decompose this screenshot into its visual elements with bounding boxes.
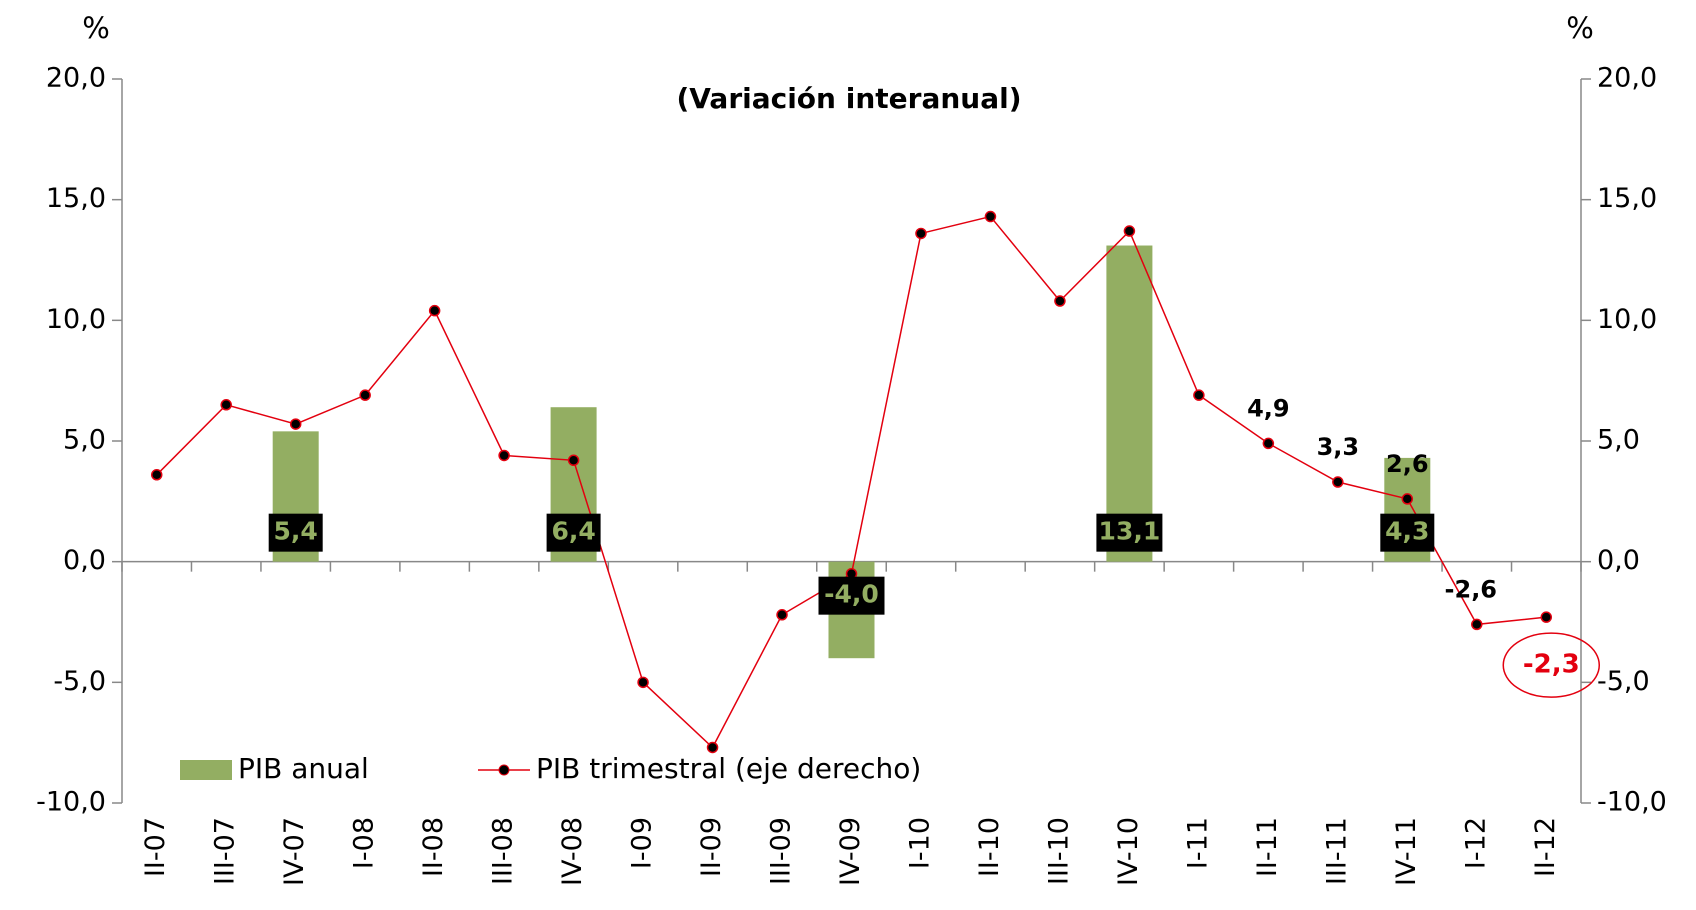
- bar-label: 4,3: [1385, 517, 1429, 546]
- x-tick-label: IV-09: [835, 817, 866, 886]
- x-tick-label: II-10: [974, 817, 1005, 877]
- x-tick-label: II-11: [1252, 817, 1283, 877]
- y-tick-label: 5,0: [63, 425, 106, 456]
- point: [150, 469, 163, 481]
- highlight-circle: [1502, 632, 1601, 698]
- y2-tick-label: 20,0: [1597, 63, 1657, 94]
- x-tick-label: IV-08: [557, 817, 588, 886]
- x-tick-label: I-12: [1460, 817, 1491, 869]
- y2-tick-label: -10,0: [1597, 787, 1667, 818]
- point: [1471, 618, 1483, 631]
- x-tick-label: I-11: [1182, 817, 1213, 869]
- x-tick-label: I-09: [627, 817, 658, 869]
- bar-label-box: [268, 513, 323, 552]
- point-label: 3,3: [1317, 433, 1360, 461]
- point: [915, 227, 927, 240]
- x-tick-label: II-09: [696, 817, 727, 877]
- point: [498, 449, 510, 462]
- point: [1123, 225, 1136, 237]
- bar-label: -4,0: [824, 580, 879, 609]
- x-tick-label: II-07: [140, 817, 171, 877]
- point-label: -2,3: [1523, 650, 1580, 680]
- point: [706, 741, 719, 754]
- point: [289, 418, 302, 430]
- legend-label: PIB trimestral (eje derecho): [536, 752, 921, 785]
- y-tick-label: 10,0: [46, 304, 106, 335]
- x-tick-label: IV-10: [1113, 817, 1144, 886]
- point: [637, 676, 649, 689]
- point-label: 2,6: [1386, 450, 1429, 478]
- chart-title: (Variación interanual): [676, 82, 1021, 115]
- y-tick-label: -10,0: [36, 787, 106, 818]
- point: [428, 304, 441, 317]
- x-tick-label: I-10: [904, 817, 935, 869]
- point: [984, 210, 997, 223]
- y2-tick-label: -5,0: [1597, 666, 1650, 697]
- point: [776, 609, 788, 621]
- y-tick-label: 0,0: [63, 545, 106, 576]
- y-tick-label: 20,0: [46, 63, 106, 94]
- bar-label: 6,4: [551, 517, 595, 546]
- bar-label: 13,1: [1099, 517, 1161, 546]
- y2-tick-label: 0,0: [1597, 545, 1640, 576]
- point: [1193, 389, 1205, 401]
- x-tick-label: II-08: [418, 817, 449, 877]
- point: [1332, 476, 1344, 488]
- bar-label: 5,4: [274, 517, 318, 546]
- point-label: -2,6: [1445, 575, 1497, 603]
- x-tick-label: IV-11: [1391, 817, 1422, 886]
- point: [1262, 437, 1275, 450]
- point: [1540, 611, 1553, 623]
- x-tick-label: III-07: [210, 817, 241, 885]
- x-tick-label: III-08: [488, 817, 519, 885]
- x-tick-label: III-10: [1043, 817, 1074, 885]
- point: [567, 454, 580, 467]
- bar: [1106, 245, 1153, 562]
- point: [220, 399, 232, 411]
- y-unit: %: [82, 11, 110, 45]
- bar-label-box: [818, 576, 885, 615]
- y2-tick-label: 5,0: [1597, 425, 1640, 456]
- point-label: 4,9: [1247, 394, 1290, 422]
- bar-label-box: [1096, 513, 1163, 552]
- x-tick-label: I-08: [349, 817, 380, 869]
- bar-label-box: [1380, 513, 1435, 552]
- point: [1054, 295, 1066, 307]
- bar-label-box: [546, 513, 601, 552]
- legend-label: PIB anual: [238, 752, 369, 785]
- x-tick-label: IV-07: [279, 817, 310, 886]
- point: [1401, 493, 1414, 505]
- x-tick-label: III-11: [1321, 817, 1352, 885]
- point: [359, 389, 371, 401]
- x-tick-label: II-12: [1530, 817, 1561, 877]
- y-tick-label: -5,0: [53, 666, 106, 697]
- x-tick-label: III-09: [766, 817, 797, 885]
- legend-swatch-point: [498, 764, 510, 776]
- y2-tick-label: 10,0: [1597, 304, 1657, 335]
- y-tick-label: 15,0: [46, 183, 106, 214]
- y2-tick-label: 15,0: [1597, 183, 1657, 214]
- y2-unit: %: [1566, 11, 1594, 45]
- legend-swatch: [180, 760, 232, 780]
